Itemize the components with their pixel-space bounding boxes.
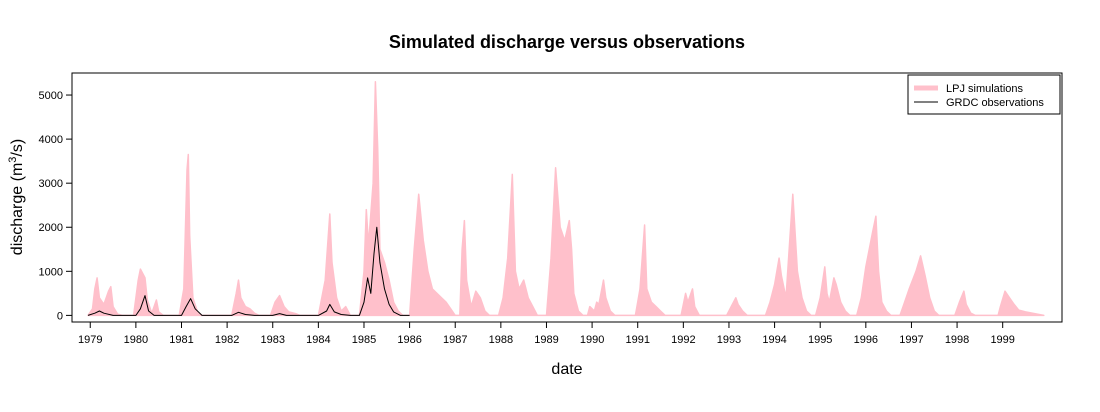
legend-label-grdc: GRDC observations	[946, 97, 1044, 109]
x-axis: 1979 1980 1981 1982 1983 1984 1985 1986 1987 1988…	[78, 321, 1015, 346]
x-tick-label: 1991	[625, 334, 649, 346]
y-axis-label-main: discharge (m	[9, 163, 26, 255]
x-tick-label: 1997	[899, 334, 923, 346]
series-grdc-observations-line	[87, 226, 410, 316]
y-axis-label-superscript: 3	[7, 157, 19, 163]
series-layer	[87, 81, 1045, 317]
x-tick-label: 1989	[534, 334, 558, 346]
x-tick-label: 1987	[443, 334, 467, 346]
y-tick-label: 2000	[39, 222, 63, 234]
x-tick-label: 1979	[78, 334, 102, 346]
y-axis-label: discharge (m3/s)	[7, 139, 26, 255]
x-tick-label: 1985	[352, 334, 376, 346]
x-tick-label: 1994	[762, 334, 786, 346]
x-tick-label: 1986	[397, 334, 421, 346]
x-tick-label: 1988	[489, 334, 513, 346]
chart-title: Simulated discharge versus observations	[389, 32, 745, 52]
x-tick-label: 1993	[717, 334, 741, 346]
legend: LPJ simulations GRDC observations	[907, 74, 1061, 115]
x-tick-label: 1998	[945, 334, 969, 346]
x-tick-label: 1990	[580, 334, 604, 346]
x-tick-label: 1981	[169, 334, 193, 346]
x-tick-label: 1992	[671, 334, 695, 346]
legend-label-lpj: LPJ simulations	[946, 83, 1024, 95]
y-tick-label: 3000	[39, 178, 63, 190]
y-axis-label-tail: /s)	[9, 139, 26, 157]
y-axis: 0 1000 2000 3000 4000 5000	[39, 90, 73, 322]
series-lpj-simulations-area	[87, 81, 1045, 317]
x-tick-label: 1995	[808, 334, 832, 346]
y-tick-label: 1000	[39, 266, 63, 278]
x-tick-label: 1983	[260, 334, 284, 346]
x-tick-label: 1999	[990, 334, 1014, 346]
y-tick-label: 5000	[39, 90, 63, 102]
x-tick-label: 1982	[215, 334, 239, 346]
y-tick-label: 4000	[39, 134, 63, 146]
x-tick-label: 1984	[306, 334, 330, 346]
y-tick-label: 0	[57, 310, 63, 322]
x-axis-label: date	[551, 361, 582, 378]
x-tick-label: 1980	[124, 334, 148, 346]
legend-box	[907, 74, 1061, 115]
x-tick-label: 1996	[854, 334, 878, 346]
